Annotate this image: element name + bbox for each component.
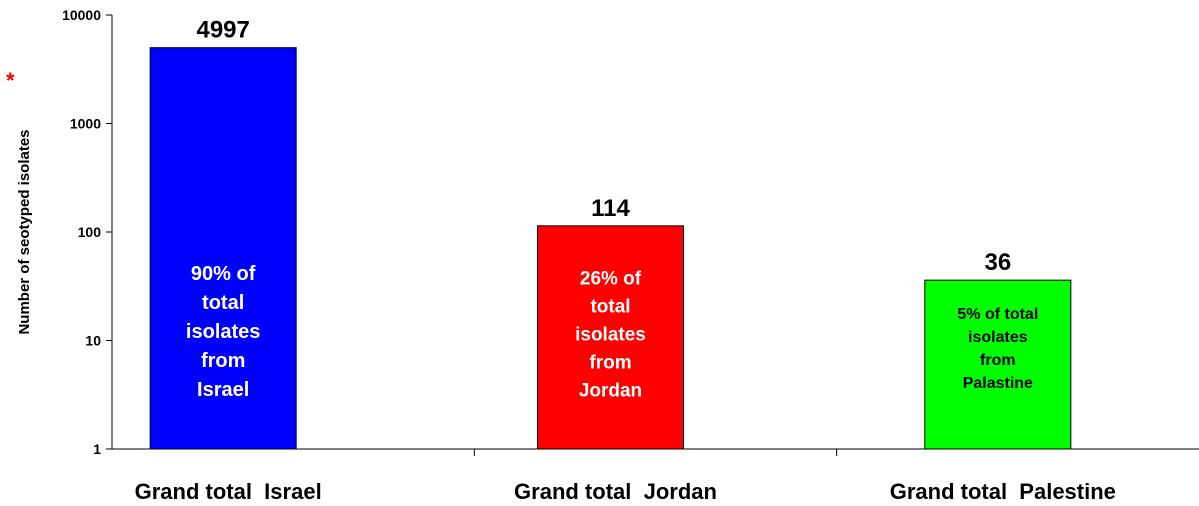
category-label-3: Grand total Palestine [890,479,1116,504]
bar-inner-label-1-line-2: total [202,292,244,314]
y-tick-label: 1 [93,441,101,457]
bar-inner-label-3-line-2: isolates [968,329,1028,346]
bar-inner-label-2-line-3: isolates [575,325,646,346]
bar-inner-label-3-line-4: Palastine [963,375,1033,392]
labels: 4997 Grand total Israel 90% of total isolate… [135,17,1116,504]
y-axis-label-asterisk: * [6,68,15,93]
y-axis-label: Number of seotyped isolates [16,129,33,334]
value-label-2: 114 [591,195,630,222]
bar-inner-label-1-line-5: Israel [197,379,249,401]
y-tick-label: 10000 [62,7,101,23]
bars [149,47,1072,450]
bar-inner-label-1-line-3: isolates [186,321,260,343]
bar-inner-label-1-line-1: 90% of [191,263,256,285]
value-label-3: 36 [984,249,1011,276]
bar-inner-label-1-line-4: from [201,350,245,372]
category-label-1: Grand total Israel [135,479,322,504]
y-axis: 1 10 100 1000 10000 [62,7,113,457]
value-label-1: 4997 [196,17,249,44]
bar-inner-label-2-line-4: from [589,353,631,374]
bar-inner-label-3-line-1: 5% of total [957,306,1038,323]
bar-1 [149,47,297,450]
y-tick-label: 1000 [70,116,101,132]
y-tick-label: 10 [85,333,101,349]
x-axis [112,448,1199,456]
y-axis-label-text: Number of seotyped isolates [16,129,33,334]
bar-inner-label-2-line-2: total [590,297,630,318]
category-label-2: Grand total Jordan [514,479,717,504]
bar-2 [537,225,684,450]
bar-inner-label-2-line-5: Jordan [579,381,642,402]
bar-inner-label-2-line-1: 26% of [580,269,642,290]
bar-inner-label-3-line-3: from [980,352,1016,369]
bar-3 [924,279,1072,450]
y-tick-label: 100 [78,224,102,240]
